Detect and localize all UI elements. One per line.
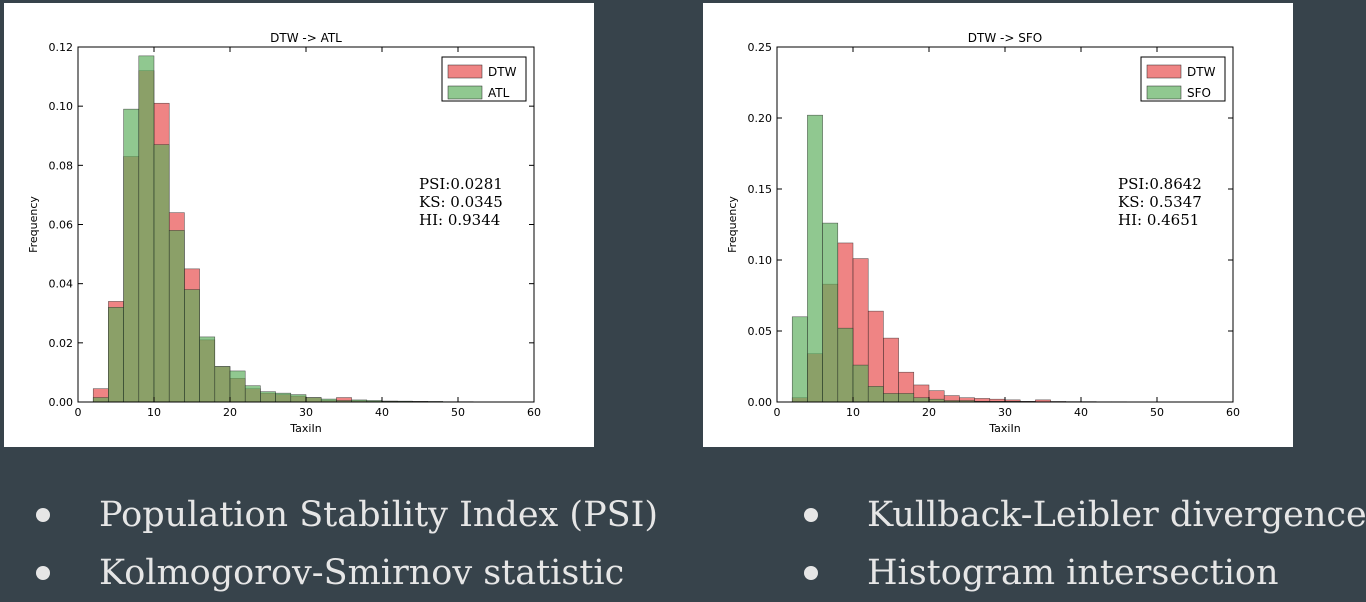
bar-dtw — [883, 337, 899, 403]
bullet-item: Kolmogorov-Smirnov statistic — [36, 544, 658, 602]
bar-sfo — [883, 393, 899, 403]
y-tick-label: 0.08 — [49, 159, 74, 172]
y-axis-label: Frequency — [27, 196, 40, 253]
bar-sfo — [822, 222, 839, 403]
y-tick-label: 0.00 — [49, 396, 74, 409]
bullet-dot — [804, 566, 818, 580]
bar-atl — [305, 397, 322, 403]
bar-atl — [290, 394, 307, 403]
bar-sfo — [837, 327, 854, 403]
y-tick-label: 0.15 — [748, 183, 773, 196]
legend-swatch — [447, 85, 483, 100]
bar-atl — [244, 385, 261, 403]
chart-panel-left: 0 10 20 30 40 50 60 0.00 0.02 0.04 0.06 0.08 0.10 0.1… — [4, 3, 594, 447]
bar-sfo — [913, 397, 930, 403]
legend-swatch — [1146, 85, 1182, 100]
bar-atl — [138, 55, 155, 403]
y-tick-label: 0.20 — [748, 112, 773, 125]
stats-annotation: KS: 0.0345 — [419, 193, 503, 211]
y-tick-label: 0.25 — [748, 41, 773, 54]
chart-dtw-sfo: 0 10 20 30 40 50 60 0.00 0.05 0.10 0.15 0.20 0.25 DTW… — [726, 31, 1240, 435]
y-tick-label: 0.10 — [49, 100, 74, 113]
x-tick-label: 30 — [998, 406, 1012, 419]
legend-swatch — [447, 64, 483, 79]
bullet-text: Histogram intersection — [867, 553, 1279, 593]
bar-atl — [214, 366, 231, 403]
x-axis-label: TaxiIn — [289, 422, 321, 435]
stats-annotation: PSI:0.8642 — [1118, 175, 1202, 193]
legend-label: DTW — [1187, 65, 1216, 79]
y-tick-label: 0.05 — [748, 325, 773, 338]
bullet-dot — [36, 508, 50, 522]
bullet-list-left: Population Stability Index (PSI) Kolmogo… — [36, 486, 658, 602]
bar-atl — [108, 307, 124, 403]
bar-atl — [260, 391, 276, 403]
legend-label: ATL — [488, 86, 510, 100]
bar-sfo — [867, 386, 884, 403]
chart-panel-right: 0 10 20 30 40 50 60 0.00 0.05 0.10 0.15 0.20 0.25 DTW… — [703, 3, 1293, 447]
y-tick-label: 0.10 — [748, 254, 773, 267]
bullet-text: Kolmogorov-Smirnov statistic — [99, 553, 625, 593]
bullet-text: Population Stability Index (PSI) — [99, 495, 659, 535]
chart-dtw-atl: 0 10 20 30 40 50 60 0.00 0.02 0.04 0.06 0.08 0.10 0.1… — [27, 31, 541, 435]
bullet-dot — [804, 508, 818, 522]
chart-title: DTW -> ATL — [270, 31, 342, 45]
x-tick-label: 0 — [75, 406, 82, 419]
bar-sfo — [852, 364, 869, 403]
y-tick-label: 0.06 — [49, 219, 74, 232]
legend-swatch — [1146, 64, 1182, 79]
y-tick-label: 0.02 — [49, 337, 74, 350]
bullet-dot — [36, 566, 50, 580]
stats-annotation: PSI:0.0281 — [419, 175, 503, 193]
stats-annotation: HI: 0.4651 — [1118, 211, 1199, 229]
stats-annotation: HI: 0.9344 — [419, 211, 500, 229]
x-tick-label: 20 — [922, 406, 936, 419]
bar-atl — [275, 392, 292, 403]
y-tick-label: 0.12 — [49, 41, 74, 54]
x-tick-label: 10 — [147, 406, 161, 419]
bar-atl — [123, 108, 140, 403]
x-axis-label: TaxiIn — [988, 422, 1020, 435]
stats-annotation: KS: 0.5347 — [1118, 193, 1202, 211]
bullet-list-right: Kullback-Leibler divergence Histogram in… — [804, 486, 1366, 602]
bar-atl — [199, 336, 216, 403]
bar-sfo — [807, 114, 823, 403]
y-tick-label: 0.04 — [49, 278, 74, 291]
y-axis-label: Frequency — [726, 196, 739, 253]
x-tick-label: 60 — [1226, 406, 1240, 419]
x-tick-label: 50 — [451, 406, 465, 419]
x-tick-label: 0 — [774, 406, 781, 419]
bar-atl — [229, 370, 246, 403]
x-tick-label: 50 — [1150, 406, 1164, 419]
x-tick-label: 40 — [1074, 406, 1088, 419]
x-tick-label: 60 — [527, 406, 541, 419]
bar-atl — [92, 397, 109, 403]
bullet-text: Kullback-Leibler divergence — [867, 495, 1366, 535]
bullet-item: Kullback-Leibler divergence — [804, 486, 1366, 544]
bar-sfo — [791, 316, 808, 403]
bar-atl — [168, 230, 185, 403]
bar-atl — [153, 144, 170, 403]
x-tick-label: 10 — [846, 406, 860, 419]
x-tick-label: 20 — [223, 406, 237, 419]
bar-atl — [184, 289, 200, 403]
bar-sfo — [898, 393, 915, 403]
y-tick-label: 0.00 — [748, 396, 773, 409]
x-tick-label: 30 — [299, 406, 313, 419]
bullet-item: Histogram intersection — [804, 544, 1366, 602]
legend-label: SFO — [1187, 86, 1211, 100]
bullet-item: Population Stability Index (PSI) — [36, 486, 658, 544]
x-tick-label: 40 — [375, 406, 389, 419]
legend-label: DTW — [488, 65, 517, 79]
chart-title: DTW -> SFO — [968, 31, 1042, 45]
